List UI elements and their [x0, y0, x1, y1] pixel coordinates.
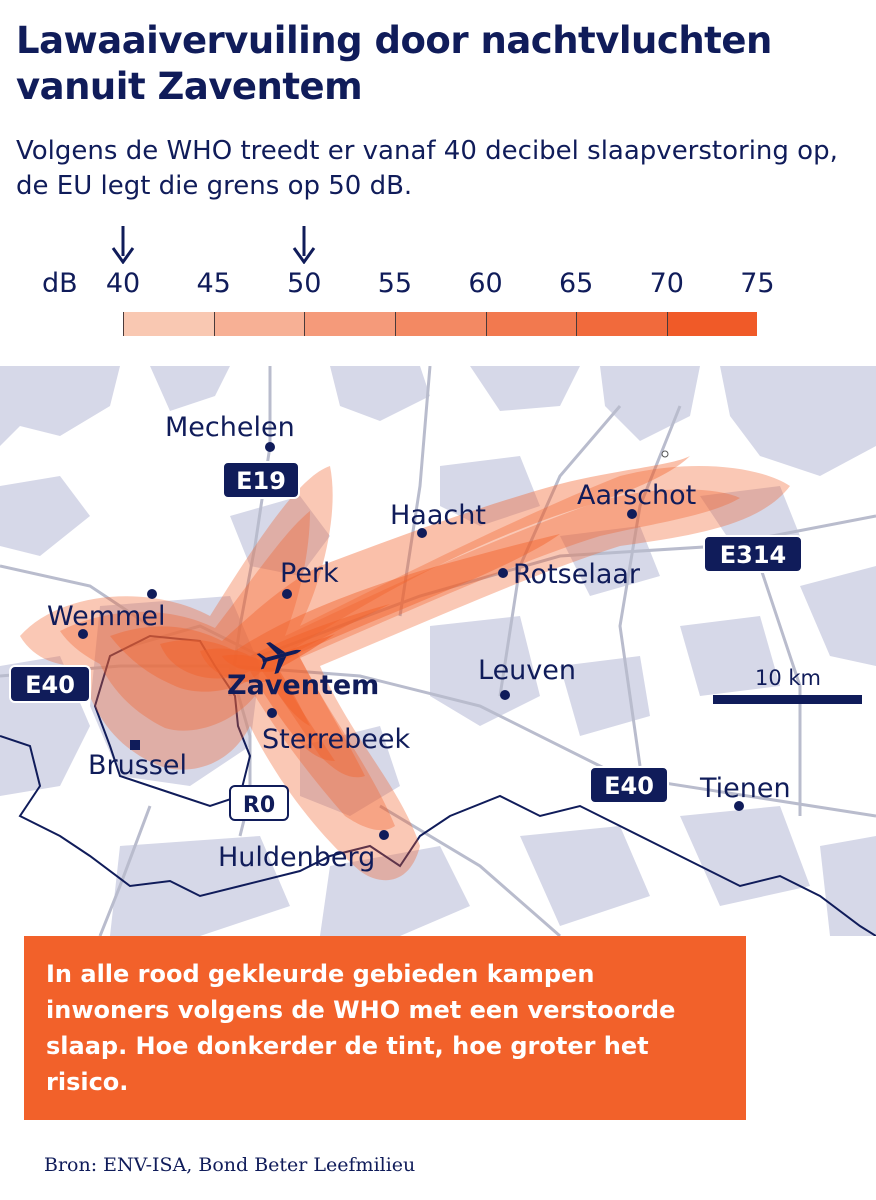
location-dot-icon: [661, 450, 669, 458]
airplane-icon: [256, 642, 302, 675]
location-dot-icon: [267, 708, 277, 718]
location-dot-icon: [627, 509, 637, 519]
place-label-mechelen: Mechelen: [165, 412, 295, 443]
legend-tick-55: 55: [377, 268, 413, 299]
road-badge-e40-east: E40: [589, 766, 669, 804]
legend-tick-45: 45: [196, 268, 231, 299]
legend-tick-70: 70: [649, 268, 684, 299]
place-label-sterrebeek: Sterrebeek: [262, 724, 410, 755]
legend-tick-60: 60: [468, 268, 503, 299]
location-dot-icon: [498, 568, 508, 578]
road-label-e19: E19: [236, 467, 286, 495]
noise-map: Mechelen Haacht Aarschot Perk Rotselaar …: [0, 366, 876, 936]
location-dot-icon: [734, 801, 744, 811]
place-label-rotselaar: Rotselaar: [513, 559, 641, 590]
legend-segment-70: [666, 312, 758, 336]
legend-unit-label: dB: [42, 268, 78, 299]
road-label-e314: E314: [720, 541, 787, 569]
location-dot-icon: [282, 589, 292, 599]
place-label-tienen: Tienen: [699, 773, 791, 804]
legend-segment-55: [394, 312, 486, 336]
legend-tick-75: 75: [740, 268, 775, 299]
page-subtitle: Volgens de WHO treedt er vanaf 40 decibe…: [16, 136, 838, 201]
location-dot-icon: [78, 629, 88, 639]
source-credit: Bron: ENV-ISA, Bond Beter Leefmilieu: [44, 1154, 416, 1176]
location-dot-icon: [417, 528, 427, 538]
road-badge-r0: R0: [229, 785, 289, 821]
scale-bar-label: 10 km: [755, 666, 821, 690]
location-dot-icon: [379, 830, 389, 840]
legend-segment-65: [576, 312, 667, 336]
legend-color-bar: [123, 312, 848, 336]
legend-segment-50: [304, 312, 395, 336]
road-label-e40-east: E40: [604, 772, 654, 800]
legend-segment-40: [123, 312, 214, 336]
callout-text: In alle rood gekleurde gebieden kampen i…: [46, 960, 676, 1096]
place-label-leuven: Leuven: [478, 655, 576, 686]
legend-segment-45: [213, 312, 305, 336]
map-scale-bar: 10 km: [713, 666, 862, 704]
arrow-down-icon: [111, 226, 135, 264]
place-label-perk: Perk: [280, 558, 339, 589]
place-label-wemmel: Wemmel: [47, 601, 165, 632]
location-dot-icon: [265, 442, 275, 452]
road-label-r0: R0: [243, 793, 275, 818]
noise-contours: [20, 456, 790, 881]
location-dot-icon: [147, 589, 157, 599]
legend-tick-40: 40: [105, 268, 141, 299]
road-badge-e314: E314: [703, 535, 803, 573]
place-label-haacht: Haacht: [390, 500, 486, 531]
legend-tick-65: 65: [558, 268, 594, 299]
info-callout: In alle rood gekleurde gebieden kampen i…: [24, 936, 746, 1120]
location-square-icon: [130, 740, 140, 750]
place-label-aarschot: Aarschot: [577, 480, 696, 511]
location-dot-icon: [500, 690, 510, 700]
legend-segment-60: [485, 312, 577, 336]
legend-tick-50: 50: [287, 268, 322, 299]
place-label-zaventem: Zaventem: [227, 670, 379, 701]
place-label-huldenberg: Huldenberg: [218, 842, 375, 873]
page-title: Lawaaivervuiling door nachtvluchten vanu…: [16, 19, 772, 108]
place-labels: Mechelen Haacht Aarschot Perk Rotselaar …: [47, 412, 791, 873]
road-label-e40-west: E40: [25, 671, 75, 699]
road-badge-e19: E19: [222, 461, 300, 499]
place-label-brussel: Brussel: [88, 750, 187, 781]
road-badge-e40-west: E40: [9, 665, 91, 703]
urban-areas: [0, 366, 876, 936]
arrow-down-icon: [293, 226, 316, 264]
place-markers: [78, 442, 744, 840]
